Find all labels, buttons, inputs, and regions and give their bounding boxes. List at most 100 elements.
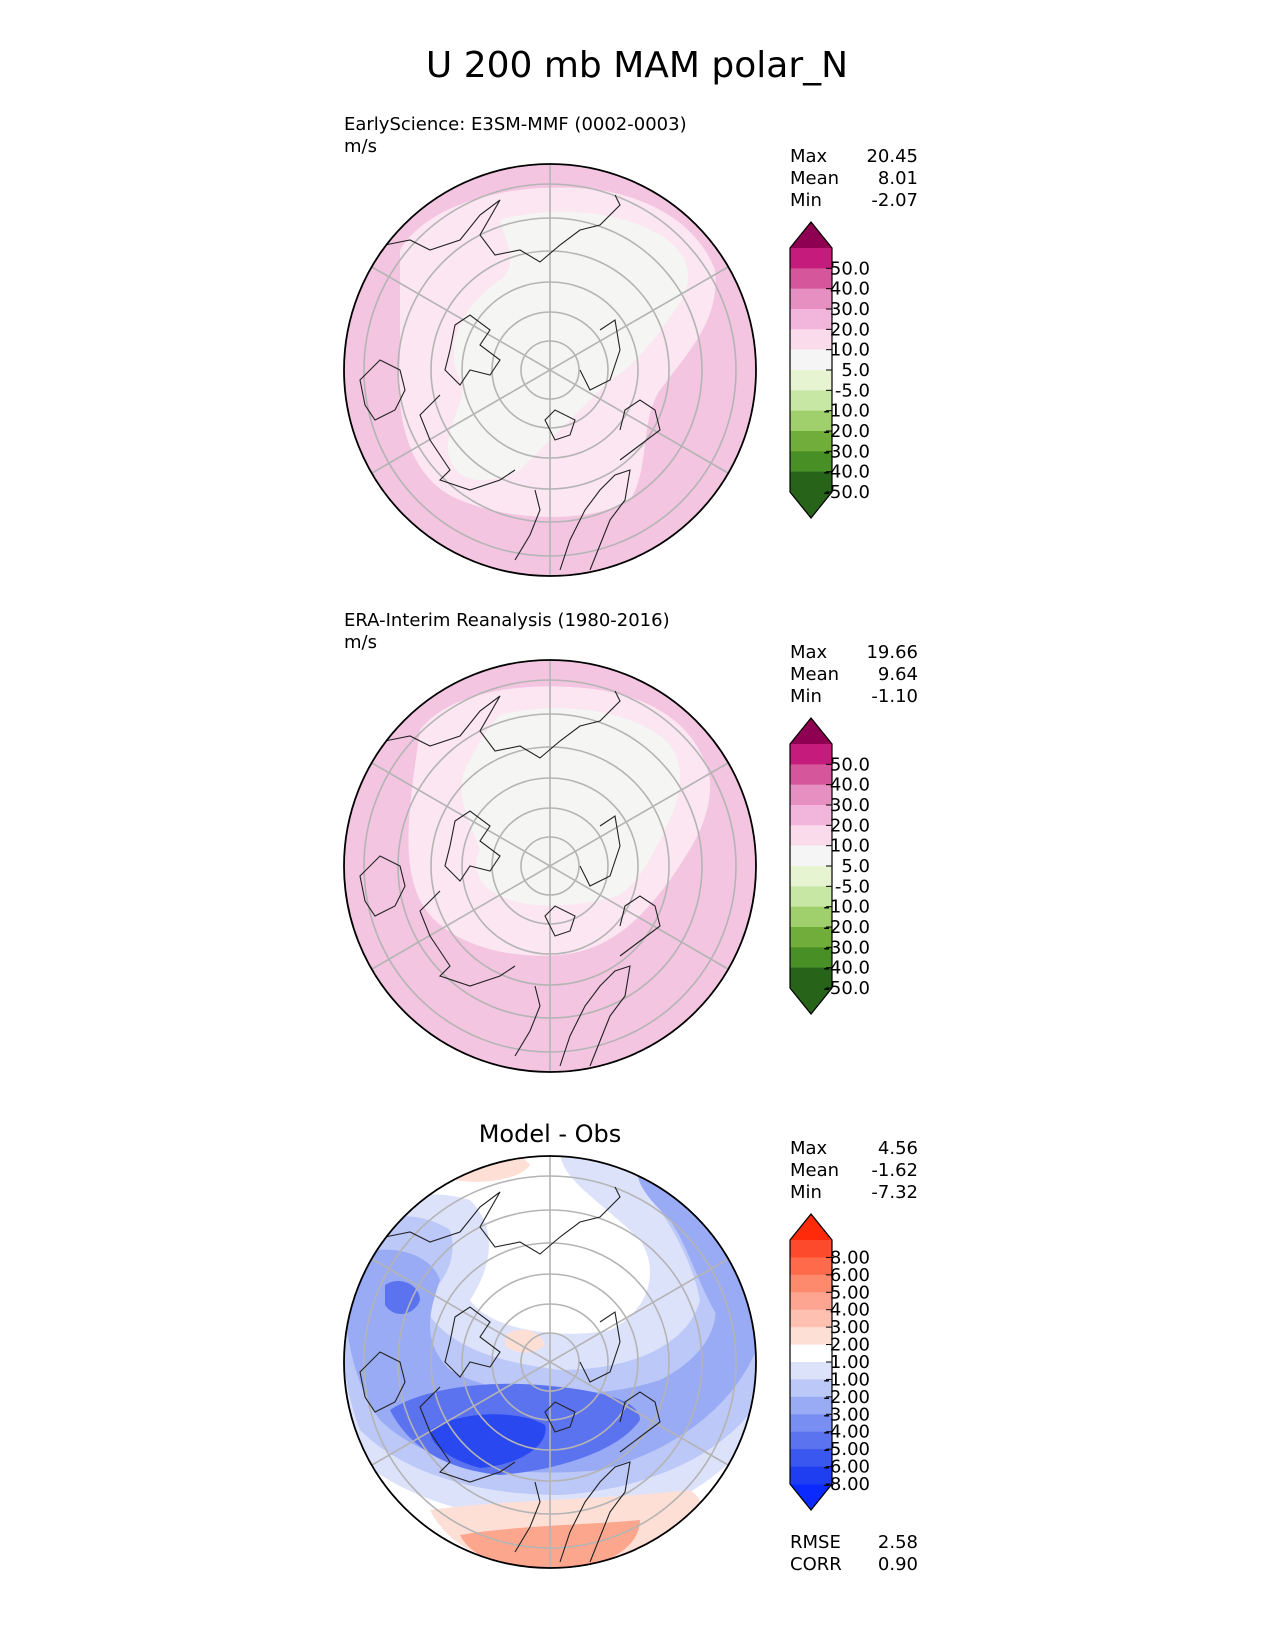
colorbar-swatch xyxy=(790,410,832,432)
figure-title: U 200 mb MAM polar_N xyxy=(426,45,848,86)
colorbar-swatch xyxy=(790,967,832,989)
colorbar-tick-label: 2.00 xyxy=(830,1335,870,1356)
stat-label: Max xyxy=(790,1138,828,1159)
colorbar-tick-label: -50.0 xyxy=(823,978,870,999)
colorbar-swatch xyxy=(790,1274,832,1293)
colorbar-obs: 50.040.030.020.010.05.0-5.0-10.0-20.0-30… xyxy=(789,717,870,1015)
colorbar-tick-label: -40.0 xyxy=(823,462,870,483)
band-diff--7 xyxy=(430,1414,546,1468)
colorbar-swatch xyxy=(790,744,832,765)
stat-label: Mean xyxy=(790,664,839,685)
colorbar-swatch xyxy=(790,390,832,412)
colorbar-swatch xyxy=(790,947,832,969)
corr-label: CORR xyxy=(790,1554,842,1575)
colorbar-swatch xyxy=(790,268,832,290)
rmse-label: RMSE xyxy=(790,1532,841,1553)
colorbar-tick-label: -5.0 xyxy=(835,380,870,401)
colorbar-model: 50.040.030.020.010.05.0-5.0-10.0-20.0-30… xyxy=(789,221,870,519)
band-model-0 xyxy=(447,211,689,481)
stat-label: Min xyxy=(790,686,822,707)
colorbar-tick-label: -50.0 xyxy=(823,482,870,503)
colorbar-tick-label: 1.00 xyxy=(830,1352,870,1373)
colorbar-swatch xyxy=(790,1344,832,1363)
colorbar-swatch xyxy=(790,288,832,310)
corr-value: 0.90 xyxy=(878,1554,918,1575)
colorbar-tick-label: 50.0 xyxy=(830,754,870,775)
colorbar-swatch xyxy=(790,1396,832,1415)
colorbar-tick-label: 3.00 xyxy=(830,1317,870,1338)
colorbar-swatch xyxy=(790,1292,832,1311)
panel-obs: ERA-Interim Reanalysis (1980-2016) m/s xyxy=(343,610,918,1073)
map-obs-border xyxy=(343,659,757,1073)
stat-label: Min xyxy=(790,1182,822,1203)
colorbar-tick-label: -30.0 xyxy=(823,937,870,958)
colorbar-tick-label: -40.0 xyxy=(823,958,870,979)
colorbar-diff: 8.006.005.004.003.002.001.00-1.00-2.00-3… xyxy=(789,1213,870,1511)
colorbar-swatch xyxy=(790,906,832,928)
stats-obs: Max 19.66 Mean 9.64 Min -1.10 xyxy=(790,642,918,707)
map-diff xyxy=(344,1156,756,1568)
stat-value: -1.62 xyxy=(871,1160,918,1181)
colorbar-swatch xyxy=(790,1327,832,1346)
stat-label: Mean xyxy=(790,1160,839,1181)
colorbar-tick-label: -4.00 xyxy=(823,1422,870,1443)
band-diff-1.5-pole xyxy=(505,1329,545,1353)
stat-label: Max xyxy=(790,146,828,167)
colorbar-extend-bottom xyxy=(790,492,832,518)
colorbar-tick-label: -5.0 xyxy=(835,876,870,897)
colorbar-tick-label: 20.0 xyxy=(830,815,870,836)
band-diff--5.5-w xyxy=(385,1280,420,1315)
panel-model: EarlyScience: E3SM-MMF (0002-0003) m/s xyxy=(343,114,918,577)
colorbar-tick-label: -2.00 xyxy=(823,1387,870,1408)
colorbar-tick-label: 10.0 xyxy=(830,836,870,857)
colorbar-swatch xyxy=(790,1449,832,1468)
colorbar-swatch xyxy=(790,349,832,371)
colorbar-tick-label: 5.00 xyxy=(830,1282,870,1303)
colorbar-swatch xyxy=(790,886,832,908)
colorbar-swatch xyxy=(790,1414,832,1433)
colorbar-extend-bottom xyxy=(790,1484,832,1510)
colorbar-tick-label: 6.00 xyxy=(830,1265,870,1286)
colorbar-swatch xyxy=(790,1257,832,1276)
stat-label: Min xyxy=(790,190,822,211)
stats-model: Max 20.45 Mean 8.01 Min -2.07 xyxy=(790,146,918,211)
colorbar-tick-label: -20.0 xyxy=(823,421,870,442)
colorbar-tick-label: 5.0 xyxy=(841,856,870,877)
colorbar-swatch xyxy=(790,1431,832,1450)
coastlines-model xyxy=(359,194,661,571)
colorbar-swatch xyxy=(790,927,832,948)
colorbar-tick-label: -30.0 xyxy=(823,441,870,462)
stat-value: 4.56 xyxy=(878,1138,918,1159)
colorbar-tick-label: 5.0 xyxy=(841,360,870,381)
gridlines-obs xyxy=(363,660,737,1072)
colorbar-extend-top xyxy=(790,718,832,744)
panel-obs-title: ERA-Interim Reanalysis (1980-2016) xyxy=(344,610,670,631)
colorbar-swatch xyxy=(790,329,832,351)
colorbar-tick-label: 40.0 xyxy=(830,775,870,796)
stats-diff: Max 4.56 Mean -1.62 Min -7.32 xyxy=(790,1138,918,1203)
colorbar-tick-label: 40.0 xyxy=(830,279,870,300)
stat-value: 9.64 xyxy=(878,664,918,685)
colorbar-tick-label: -10.0 xyxy=(823,897,870,918)
colorbar-tick-label: -8.00 xyxy=(823,1474,870,1495)
stat-label: Mean xyxy=(790,168,839,189)
stat-value: 8.01 xyxy=(878,168,918,189)
extra-stats-diff: RMSE 2.58 CORR 0.90 xyxy=(790,1532,918,1575)
rmse-value: 2.58 xyxy=(878,1532,918,1553)
colorbar-extend-top xyxy=(790,1214,832,1240)
colorbar-swatch xyxy=(790,370,832,391)
colorbar-swatch xyxy=(790,1466,832,1485)
colorbar-tick-label: 30.0 xyxy=(830,795,870,816)
colorbar-swatch xyxy=(790,845,832,867)
panel-diff-title: Model - Obs xyxy=(479,1120,622,1148)
colorbar-swatch xyxy=(790,431,832,452)
colorbar-tick-label: 4.00 xyxy=(830,1300,870,1321)
gridlines-diff xyxy=(363,1156,737,1568)
panel-model-title: EarlyScience: E3SM-MMF (0002-0003) xyxy=(344,114,687,135)
map-diff-border xyxy=(343,1155,757,1569)
colorbar-tick-label: 30.0 xyxy=(830,299,870,320)
stat-value: -2.07 xyxy=(871,190,918,211)
coastlines-diff xyxy=(359,1186,661,1563)
colorbar-tick-label: 20.0 xyxy=(830,319,870,340)
colorbar-swatch xyxy=(790,764,832,786)
